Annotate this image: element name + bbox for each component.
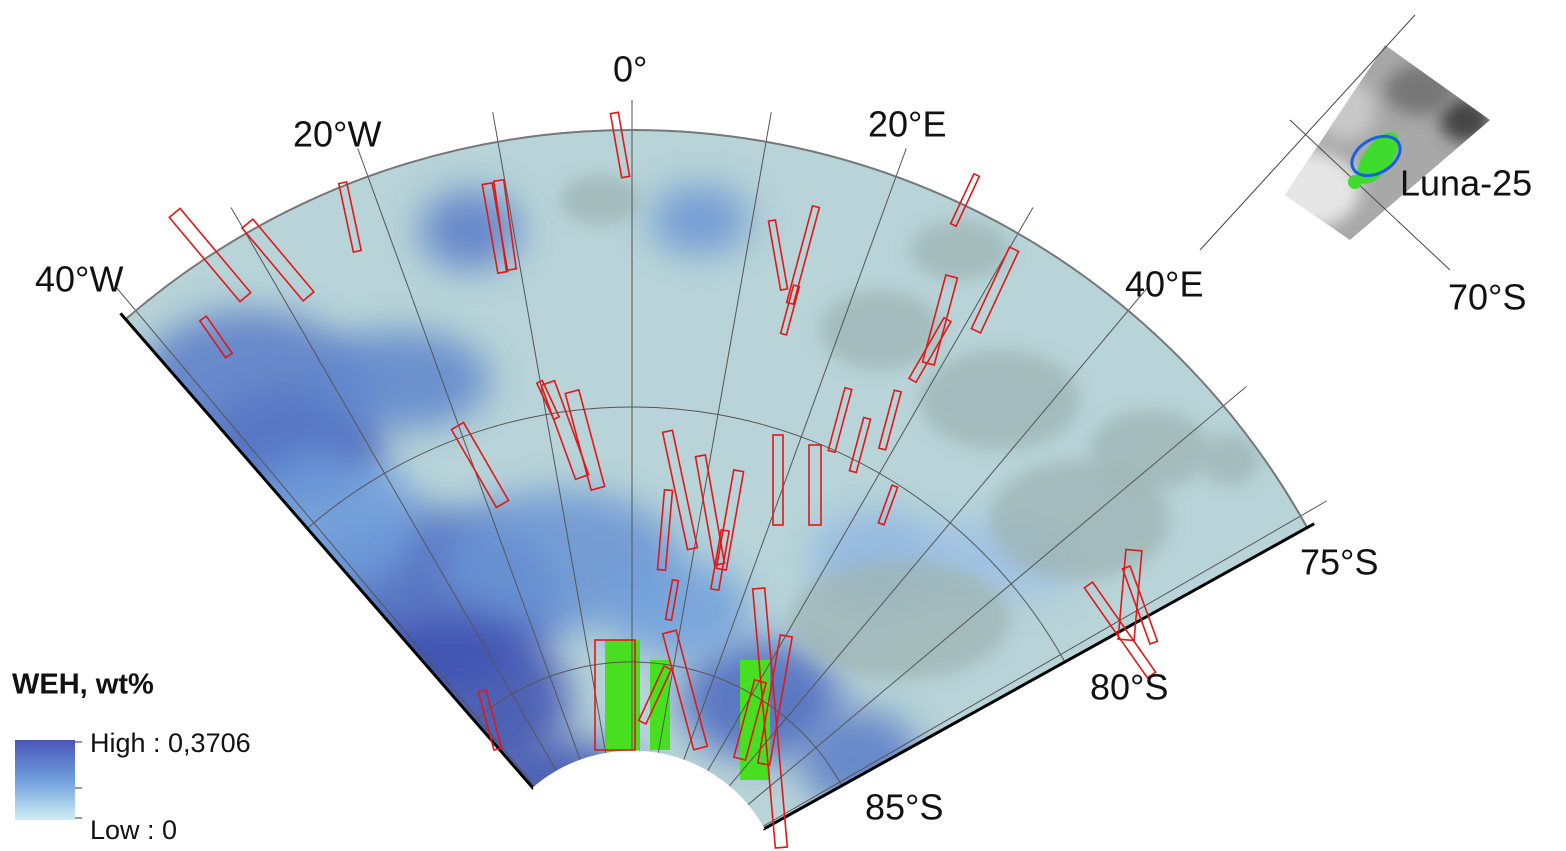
- landing-area: [1348, 175, 1362, 189]
- longitude-label: 40°E: [1125, 264, 1203, 305]
- legend-title: WEH, wt%: [12, 669, 154, 701]
- longitude-label: 0°: [613, 49, 647, 90]
- legend: WEH, wt% High : 0,3706 Low : 0: [12, 669, 251, 845]
- inset-map: [1200, 15, 1490, 270]
- longitude-label: 20°E: [868, 104, 946, 145]
- map-area: [116, 100, 1326, 848]
- legend-ramp: [15, 740, 75, 820]
- crater: [1090, 410, 1210, 490]
- site-label: Luna-25: [1400, 163, 1532, 204]
- crater: [560, 175, 640, 225]
- latitude-label: 70°S: [1448, 277, 1526, 318]
- crater: [790, 560, 1010, 680]
- crater: [920, 350, 1080, 450]
- crater: [910, 220, 1010, 280]
- weh-blob: [240, 450, 420, 590]
- weh-blob: [310, 330, 490, 430]
- weh-blob: [650, 185, 750, 255]
- latitude-label: 75°S: [1300, 542, 1378, 583]
- latitude-label: 85°S: [865, 787, 943, 828]
- map-figure: Luna-25 70°S 75°S 80°S 85°S 40°W 20°W 0°…: [0, 0, 1566, 851]
- legend-low: Low : 0: [90, 815, 177, 845]
- latitude-label: 80°S: [1090, 667, 1168, 708]
- longitude-label: 20°W: [293, 114, 381, 155]
- crater: [820, 290, 940, 370]
- legend-high: High : 0,3706: [90, 728, 251, 758]
- crater: [1200, 435, 1260, 485]
- longitude-label: 40°W: [35, 259, 123, 300]
